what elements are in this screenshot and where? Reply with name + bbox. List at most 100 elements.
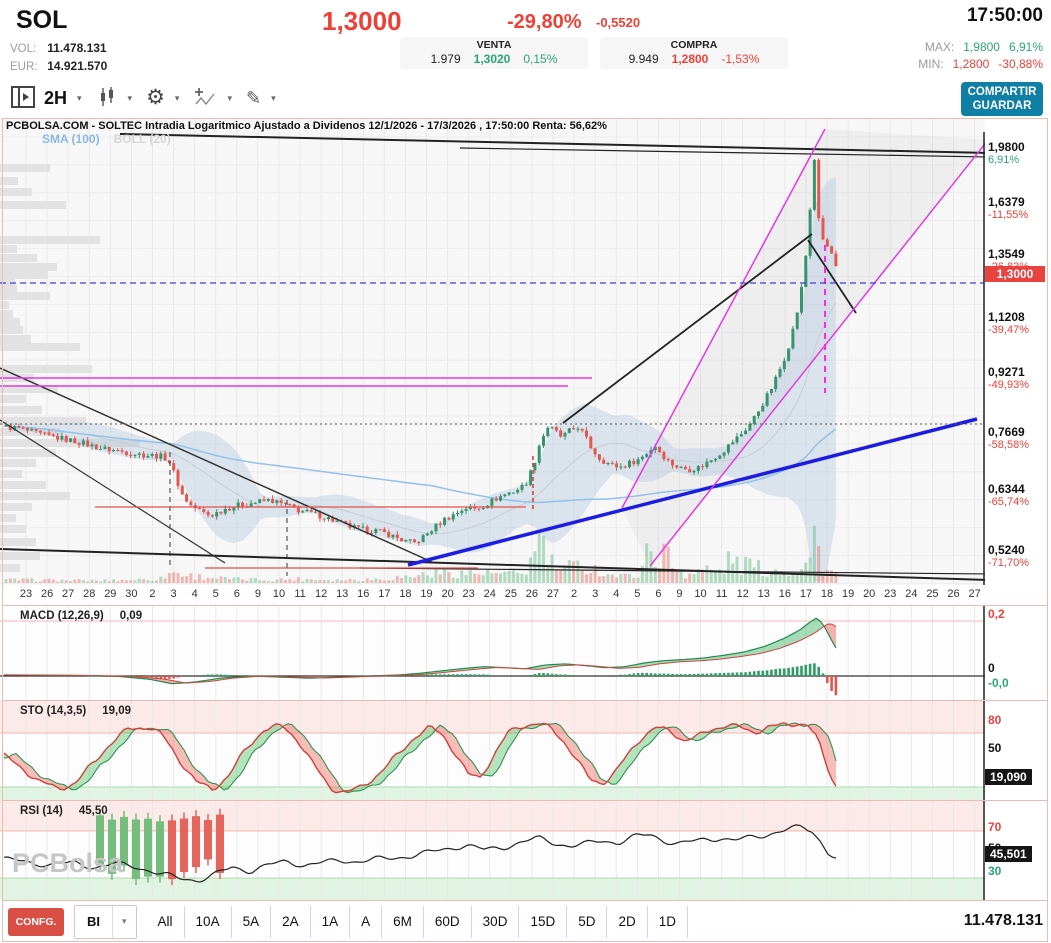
chart-title: PCBOLSA.COM - SOLTEC Intradia Logaritmic… bbox=[6, 120, 607, 132]
share-save-button[interactable]: COMPARTIR GUARDAR bbox=[961, 82, 1043, 116]
legend-sma[interactable]: SMA (100) bbox=[42, 132, 100, 146]
price-tick: 0,6344 -65,74% bbox=[988, 482, 1029, 509]
quote-header: SOL VOL: 11.478.131 EUR: 14.921.570 1,30… bbox=[0, 0, 1051, 78]
date-label: 4 bbox=[613, 588, 620, 600]
date-label: 19 bbox=[841, 588, 855, 600]
range-15d[interactable]: 15D bbox=[519, 905, 568, 938]
date-label: 2 bbox=[571, 588, 578, 600]
date-label: 10 bbox=[694, 588, 707, 600]
price-tick: 0,7669 -58,58% bbox=[988, 425, 1029, 452]
config-button[interactable]: CONFG. bbox=[8, 907, 64, 936]
divider bbox=[2, 118, 1048, 119]
macd-level-top: 0,2 bbox=[988, 607, 1005, 621]
rsi-panel: RSI (14)45,50 PCBolsa 70 50 45,501 30 bbox=[0, 800, 1051, 900]
range-5d[interactable]: 5D bbox=[567, 905, 608, 938]
rsi-label: RSI (14) 45,50 bbox=[20, 805, 108, 817]
sto-level-80: 80 bbox=[988, 713, 1002, 727]
legend-boll[interactable]: BOLL (20) bbox=[113, 132, 171, 146]
divider bbox=[1047, 118, 1048, 942]
date-label: 9 bbox=[254, 588, 261, 600]
chevron-down-icon[interactable]: ▾ bbox=[127, 92, 133, 103]
mode-value: BI bbox=[87, 914, 100, 929]
price-tick: 0,9271 -49,93% bbox=[988, 365, 1029, 392]
chevron-down-icon[interactable]: ▾ bbox=[77, 92, 82, 103]
draw-tools-button[interactable]: ✎ bbox=[246, 88, 261, 109]
chart-type-button[interactable] bbox=[96, 86, 118, 111]
macd-panel: MACD (12,26,9) 0,09 0,2 0 -0,0 bbox=[0, 605, 1051, 700]
candlestick-icon bbox=[96, 86, 118, 111]
date-label: 13 bbox=[757, 588, 770, 600]
range-1a[interactable]: 1A bbox=[311, 905, 351, 938]
date-label: 12 bbox=[736, 588, 749, 600]
price-tick: 0,5240 -71,70% bbox=[988, 543, 1029, 570]
range-2d[interactable]: 2D bbox=[607, 905, 648, 938]
panel-toggle-icon bbox=[10, 84, 36, 113]
macd-chart[interactable] bbox=[0, 605, 985, 700]
macd-level-zero: 0 bbox=[988, 661, 995, 675]
date-label: 20 bbox=[863, 588, 876, 600]
chevron-down-icon[interactable]: ▾ bbox=[174, 92, 180, 103]
sto-panel: STO (14,3,5) 19,09 80 50 19,090 bbox=[0, 700, 1051, 800]
date-label: 26 bbox=[40, 588, 54, 600]
date-label: 27 bbox=[968, 588, 981, 600]
date-label: 20 bbox=[441, 588, 454, 600]
stochastic-chart[interactable] bbox=[0, 700, 985, 800]
save-label: GUARDAR bbox=[972, 100, 1032, 112]
sto-current-badge: 19,090 bbox=[985, 769, 1032, 785]
venta-price: 1,3020 bbox=[473, 52, 511, 66]
venta-qty: 1.979 bbox=[430, 52, 461, 66]
date-label: 28 bbox=[83, 588, 96, 600]
date-label: 29 bbox=[104, 588, 117, 600]
chevron-down-icon[interactable]: ▾ bbox=[112, 905, 136, 938]
date-label: 24 bbox=[483, 588, 496, 600]
venta-label: VENTA bbox=[476, 39, 512, 51]
settings-button[interactable]: ⚙ bbox=[146, 87, 165, 108]
range-a[interactable]: A bbox=[350, 905, 383, 938]
range-all[interactable]: All bbox=[147, 905, 185, 938]
compra-qty: 9.949 bbox=[628, 52, 659, 66]
divider bbox=[2, 941, 1048, 942]
pcbolsa-watermark: PCBolsa bbox=[12, 848, 124, 878]
price-tick: 1,1208 -39,47% bbox=[988, 310, 1029, 337]
chevron-down-icon[interactable]: ▾ bbox=[227, 92, 232, 103]
date-label: 11 bbox=[715, 588, 728, 600]
date-label: 16 bbox=[357, 588, 370, 600]
change-absolute: -0,5520 bbox=[596, 15, 641, 30]
macd-level-current: -0,0 bbox=[988, 676, 1009, 690]
timeframe-value: 2H bbox=[44, 87, 68, 108]
date-label: 11 bbox=[294, 588, 306, 600]
rsi-chart[interactable] bbox=[0, 800, 985, 900]
date-label: 3 bbox=[170, 588, 177, 600]
chart-toolbar: 2H ▾ ▾ ⚙ ▾ ▾ ✎ ▾ COMPARTIR GUARDAR bbox=[0, 78, 1051, 118]
range-30d[interactable]: 30D bbox=[472, 905, 520, 938]
max-pct: 6,91% bbox=[1008, 40, 1043, 54]
mode-select[interactable]: BI ▾ bbox=[74, 904, 137, 939]
divider bbox=[2, 605, 1048, 606]
rsi-value: 45,50 bbox=[78, 805, 108, 817]
range-5a[interactable]: 5A bbox=[232, 905, 272, 938]
range-60d[interactable]: 60D bbox=[424, 905, 472, 938]
date-label: 17 bbox=[799, 588, 813, 600]
range-2a[interactable]: 2A bbox=[271, 905, 311, 938]
compra-label: COMPRA bbox=[670, 39, 718, 51]
date-label: 5 bbox=[634, 588, 641, 600]
min-row: MIN: 1,2800 -30,88% bbox=[918, 57, 1043, 71]
add-indicator-icon bbox=[193, 85, 217, 112]
chevron-down-icon[interactable]: ▾ bbox=[271, 92, 276, 103]
add-indicator-button[interactable] bbox=[193, 85, 217, 112]
date-label: 17 bbox=[378, 588, 391, 600]
vol-value: 11.478.131 bbox=[47, 41, 107, 55]
panel-toggle-button[interactable] bbox=[10, 84, 36, 113]
range-10a[interactable]: 10A bbox=[185, 905, 232, 938]
timeframe-button[interactable]: 2H bbox=[36, 88, 67, 109]
pencil-icon: ✎ bbox=[245, 87, 262, 108]
candlestick-chart[interactable] bbox=[0, 118, 991, 585]
divider bbox=[2, 900, 1048, 901]
range-buttons: All 10A 5A 2A 1A A 6M 60D 30D 15D 5D 2D 1D bbox=[147, 905, 688, 938]
range-6m[interactable]: 6M bbox=[382, 905, 424, 938]
divider bbox=[2, 800, 1048, 801]
macd-label: MACD (12,26,9) 0,09 bbox=[20, 610, 143, 622]
min-value: 1,2800 bbox=[952, 57, 990, 71]
range-1d[interactable]: 1D bbox=[648, 905, 688, 938]
